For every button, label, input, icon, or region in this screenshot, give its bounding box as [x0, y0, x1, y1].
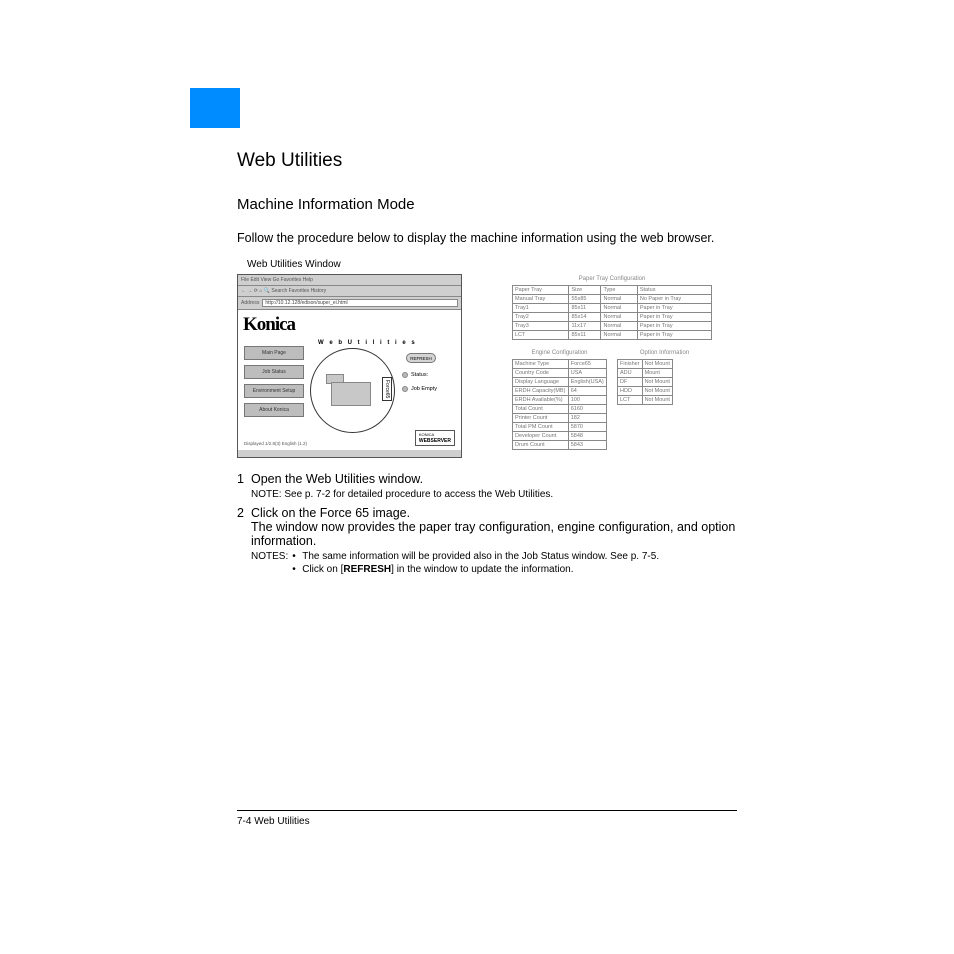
step-body: Click on the Force 65 image. The window … [251, 506, 737, 548]
page-content: Web Utilities Machine Information Mode F… [237, 150, 737, 577]
webserver-badge: KONICA WEBSERVER [415, 430, 455, 446]
nav-job-status[interactable]: Job Status [244, 365, 304, 379]
chapter-tab [190, 88, 240, 128]
engine-col: Engine Configuration Machine TypeForce65… [512, 348, 607, 458]
th: Paper Tray [513, 286, 569, 295]
step-number: 1 [237, 472, 251, 486]
note-text: See p. 7-2 for detailed procedure to acc… [282, 489, 554, 500]
paper-tray-title: Paper Tray Configuration [512, 276, 712, 282]
nav-env-setup[interactable]: Environment Setup [244, 384, 304, 398]
nav-column: Main Page Job Status Environment Setup A… [244, 346, 304, 417]
status-dot2-icon [402, 386, 408, 392]
table-row: ERDH Available(%)100 [513, 396, 607, 405]
webserver-text: WEBSERVER [419, 438, 451, 444]
engine-table: Machine TypeForce65 Country CodeUSA Disp… [512, 359, 607, 450]
step-number: 2 [237, 506, 251, 548]
table-row: Tray311x17NormalPaper in Tray [513, 322, 712, 331]
menu-text: File Edit View Go Favorites Help [241, 277, 313, 283]
table-row: LCT85x11NormalPaper in Tray [513, 331, 712, 340]
browser-footer: Displayed 1/2.8(3) English (1.2) [244, 441, 307, 446]
table-row: ADUMount [618, 369, 673, 378]
refresh-button[interactable]: REFRESH [406, 353, 436, 363]
bullet-text: Click on [REFRESH] in the window to upda… [302, 564, 573, 575]
status-dot-icon [402, 372, 408, 378]
bullet-mark-icon: • [292, 564, 302, 575]
browser-toolbar: ← → ⟳ ⌂ 🔍 Search Favorites History [238, 286, 461, 297]
intro-text: Follow the procedure below to display th… [237, 231, 737, 245]
toolbar-text: ← → ⟳ ⌂ 🔍 Search Favorites History [241, 288, 326, 294]
status-value-row: Job Empty [402, 386, 437, 392]
page-title: Web Utilities [237, 150, 737, 172]
machine-label: Force65 [382, 377, 392, 401]
table-row: Tray185x11NormalPaper in Tray [513, 304, 712, 313]
address-row: Address http://10.12.128/edison/super_ei… [238, 297, 461, 310]
browser-body: Konica W e b U t i l i t i e s Main Page… [238, 310, 461, 450]
paper-tray-table: Paper Tray Size Type Status Manual Tray5… [512, 285, 712, 340]
bullet-item: • The same information will be provided … [292, 551, 659, 562]
browser-mock: File Edit View Go Favorites Help ← → ⟳ ⌂… [237, 274, 462, 458]
bullet-column: • The same information will be provided … [288, 551, 659, 577]
th: Size [569, 286, 601, 295]
option-table: FinisherNot Mount ADUMount DFNot Mount H… [617, 359, 673, 405]
figure-row: File Edit View Go Favorites Help ← → ⟳ ⌂… [237, 274, 737, 458]
konica-logo: Konica [243, 314, 456, 336]
address-input[interactable]: http://10.12.128/edison/super_ei.html [262, 299, 458, 307]
step-text: Click on the Force 65 image. [251, 506, 737, 520]
table-row: Total Count6160 [513, 405, 607, 414]
bullet-part: Click on [ [302, 564, 343, 575]
notes-label: NOTES: [251, 551, 288, 577]
engine-title: Engine Configuration [512, 350, 607, 356]
nav-main-page[interactable]: Main Page [244, 346, 304, 360]
table-row: LCTNot Mount [618, 396, 673, 405]
option-title: Option Information [617, 350, 712, 356]
step-2: 2 Click on the Force 65 image. The windo… [237, 506, 737, 548]
note-label: NOTE: [251, 489, 282, 500]
status-label: Status: [411, 372, 428, 378]
bullet-item: • Click on [REFRESH] in the window to up… [292, 564, 659, 575]
machine-circle: Force65 [310, 348, 395, 433]
page-footer: 7-4 Web Utilities [237, 810, 737, 827]
table-row: Total PM Count5870 [513, 423, 607, 432]
table-row: Developer Count5848 [513, 432, 607, 441]
table-row: ERDH Capacity(MB)64 [513, 387, 607, 396]
webutil-title: W e b U t i l i t i e s [318, 340, 417, 346]
th: Type [601, 286, 637, 295]
config-tables: Paper Tray Configuration Paper Tray Size… [512, 274, 712, 458]
machine-image[interactable] [326, 374, 376, 412]
bullet-bold: REFRESH [343, 564, 391, 575]
table-row: Paper Tray Size Type Status [513, 286, 712, 295]
nav-about[interactable]: About Konica [244, 403, 304, 417]
step-1-note: NOTE: See p. 7-2 for detailed procedure … [237, 489, 737, 500]
step-2-notes: NOTES: • The same information will be pr… [237, 551, 737, 577]
table-row: Machine TypeForce65 [513, 360, 607, 369]
machine-body-icon [331, 382, 371, 406]
step-text-cont: The window now provides the paper tray c… [251, 520, 737, 548]
option-col: Option Information FinisherNot Mount ADU… [617, 348, 712, 458]
bullet-part: ] in the window to update the informatio… [391, 564, 573, 575]
table-row: Country CodeUSA [513, 369, 607, 378]
figure-caption: Web Utilities Window [247, 259, 737, 270]
bullet-text: The same information will be provided al… [302, 551, 659, 562]
status-row: Status: [402, 372, 428, 378]
bullet-mark-icon: • [292, 551, 302, 562]
footer-text: 7-4 Web Utilities [237, 816, 310, 827]
th: Status [637, 286, 711, 295]
status-value: Job Empty [411, 386, 437, 392]
step-1: 1 Open the Web Utilities window. [237, 472, 737, 486]
steps-list: 1 Open the Web Utilities window. NOTE: S… [237, 472, 737, 577]
table-row: Tray285x14NormalPaper in Tray [513, 313, 712, 322]
browser-menubar: File Edit View Go Favorites Help [238, 275, 461, 286]
table-row: Printer Count182 [513, 414, 607, 423]
table-row: FinisherNot Mount [618, 360, 673, 369]
address-label: Address [241, 300, 259, 306]
two-col-tables: Engine Configuration Machine TypeForce65… [512, 348, 712, 458]
table-row: Display LanguageEnglish(USA) [513, 378, 607, 387]
section-title: Machine Information Mode [237, 196, 737, 213]
step-text: Open the Web Utilities window. [251, 472, 737, 486]
table-row: HDDNot Mount [618, 387, 673, 396]
table-row: DFNot Mount [618, 378, 673, 387]
table-row: Drum Count5843 [513, 441, 607, 450]
table-row: Manual Tray55x85NormalNo Paper in Tray [513, 295, 712, 304]
